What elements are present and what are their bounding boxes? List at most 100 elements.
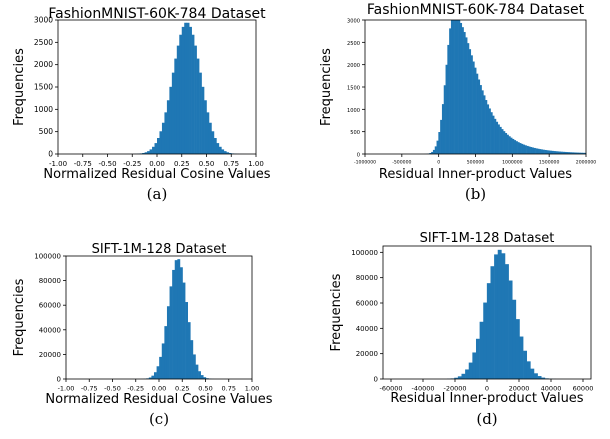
- histogram-bar: [548, 150, 550, 154]
- histogram-bar: [177, 259, 180, 379]
- histogram-bar: [167, 100, 170, 154]
- histogram-bar: [147, 151, 150, 154]
- histogram-bar: [442, 104, 444, 154]
- histogram-bar: [189, 27, 192, 154]
- histogram-bar: [204, 100, 207, 154]
- chart-panel-3: 020000400006000080000100000-1.00-0.75-0.…: [12, 242, 273, 428]
- histogram-bar: [532, 148, 534, 154]
- y-tick-label: 80000: [39, 277, 61, 285]
- histogram-bar: [162, 343, 165, 379]
- histogram-bar: [462, 27, 464, 154]
- histogram-bar: [154, 372, 157, 379]
- histogram-bar: [537, 149, 539, 154]
- histogram-bar: [500, 127, 502, 154]
- histogram-bar: [164, 112, 167, 154]
- histogram-bar: [510, 138, 512, 154]
- histogram-bar: [505, 133, 507, 154]
- histogram-bar: [440, 120, 442, 154]
- histogram-bar: [480, 85, 482, 154]
- x-tick-label: 2000000: [576, 160, 597, 166]
- chart-title: SIFT-1M-128 Dataset: [92, 242, 227, 257]
- histogram-bar: [534, 373, 538, 379]
- histogram-bar: [175, 260, 178, 379]
- histogram-bar: [211, 131, 214, 154]
- histogram-bar: [516, 319, 520, 379]
- y-tick-label: 20000: [356, 350, 378, 358]
- histogram-bar: [221, 149, 224, 154]
- histogram-bar: [514, 140, 516, 154]
- histogram-bar: [474, 68, 476, 154]
- histogram-bar: [449, 28, 451, 154]
- histogram-bar: [528, 147, 530, 154]
- histogram-bar: [469, 49, 471, 154]
- histogram-bar: [447, 45, 449, 154]
- y-tick-label: 1500: [347, 86, 360, 92]
- chart-title: FashionMNIST-60K-784 Dataset: [48, 6, 266, 22]
- histogram-bar: [157, 138, 160, 154]
- y-tick-label: 0: [374, 376, 378, 384]
- histogram-bar: [519, 337, 523, 379]
- y-tick-label: 3000: [347, 19, 360, 25]
- histogram-bar: [469, 363, 473, 379]
- histogram-bar: [202, 87, 205, 154]
- histogram-bar: [539, 149, 541, 154]
- subfigure-caption: (c): [149, 410, 169, 428]
- histogram-bar: [494, 119, 496, 154]
- histogram-bar: [478, 80, 480, 155]
- histogram-bar: [507, 135, 509, 154]
- y-tick-label: 60000: [356, 300, 378, 308]
- x-axis-label: Normalized Residual Cosine Values: [45, 392, 272, 407]
- histogram-bar: [503, 131, 505, 154]
- y-tick-label: 2500: [347, 41, 360, 47]
- histogram-bar: [487, 283, 491, 379]
- histogram-bar: [188, 322, 191, 379]
- plot-frame: [66, 256, 252, 379]
- histogram-bar: [538, 376, 542, 379]
- y-tick-label: 20000: [39, 351, 61, 359]
- histogram-bar: [483, 95, 485, 154]
- histogram-bar: [224, 151, 227, 154]
- x-axis-label: Normalized Residual Cosine Values: [43, 167, 270, 182]
- chart-panel-1: 050010001500200025003000-1.00-0.75-0.50-…: [12, 6, 271, 203]
- y-tick-label: 40000: [39, 326, 61, 334]
- histogram-bar: [512, 139, 514, 154]
- histogram-bar: [159, 131, 162, 154]
- histogram-bar: [219, 147, 222, 154]
- histogram-bar: [543, 150, 545, 154]
- histogram-bar: [512, 300, 516, 379]
- histogram-bar: [465, 369, 469, 379]
- y-tick-label: 0: [57, 376, 61, 384]
- histogram-bar: [438, 132, 440, 154]
- histogram-bar: [485, 100, 487, 154]
- histogram-bar: [545, 150, 547, 154]
- histogram-bar: [465, 37, 467, 154]
- histogram-bar: [483, 303, 487, 379]
- histogram-bar: [509, 281, 513, 379]
- histogram-bar: [172, 270, 175, 379]
- histogram-bar: [476, 339, 480, 379]
- histogram-bar: [523, 145, 525, 154]
- histogram-bar: [174, 59, 177, 154]
- histogram-bar: [471, 55, 473, 154]
- x-tick-label: -500000: [392, 160, 411, 166]
- subfigure-caption: (a): [147, 185, 168, 203]
- histogram-bar: [498, 124, 500, 154]
- histogram-bar: [460, 23, 462, 154]
- histogram-bar: [490, 266, 494, 379]
- histogram-bar: [183, 283, 186, 379]
- x-tick-label: 500000: [467, 160, 485, 166]
- histogram-bar: [187, 23, 190, 154]
- y-tick-label: 100000: [34, 253, 61, 261]
- histogram-bar: [509, 136, 511, 154]
- histogram-bar: [195, 365, 198, 379]
- histogram-bar: [197, 59, 200, 154]
- histogram-bar: [461, 374, 465, 379]
- histogram-bar: [472, 352, 476, 379]
- histogram-bar: [444, 85, 446, 154]
- histogram-bar: [207, 112, 210, 154]
- histogram-bar: [501, 129, 503, 154]
- histogram-bar: [501, 253, 505, 379]
- histogram-bar: [492, 116, 494, 154]
- y-tick-label: 60000: [39, 302, 61, 310]
